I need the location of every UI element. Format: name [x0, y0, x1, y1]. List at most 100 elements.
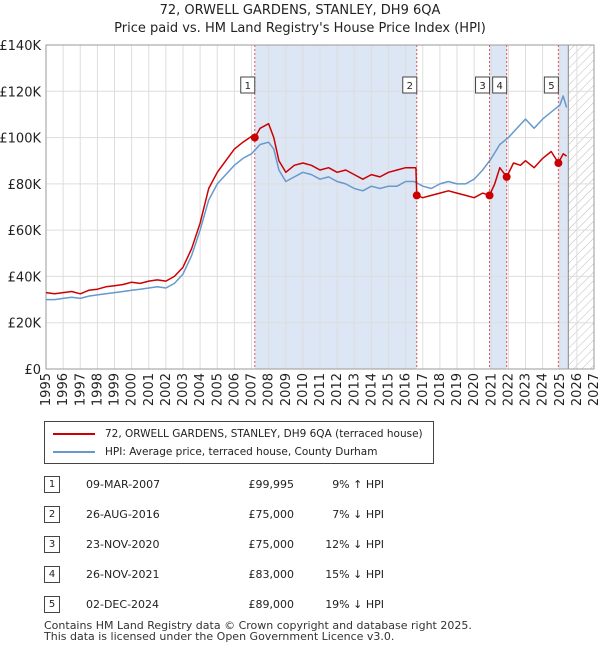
property-price-line	[45, 122, 568, 295]
legend-property-swatch	[53, 433, 95, 435]
x-tick-label: 2006	[227, 373, 242, 406]
x-tick-label: 2000	[125, 373, 140, 406]
sale-period-shade	[254, 45, 417, 369]
sale-hpi-change: 19% ↓ HPI	[325, 598, 384, 611]
chart-legend: 72, ORWELL GARDENS, STANLEY, DH9 6QA (te…	[44, 421, 434, 464]
x-tick-label: 2008	[262, 373, 277, 406]
sale-price: £75,000	[248, 538, 295, 551]
sale-number-badge: 1	[44, 476, 60, 493]
x-tick-label: 2025	[553, 373, 568, 406]
x-tick-label: 2001	[142, 373, 157, 406]
x-tick-label: 2017	[416, 373, 431, 406]
sale-period-shade	[558, 45, 569, 369]
sale-row: 5 02-DEC-2024 £89,000 19% ↓ HPI	[44, 596, 444, 614]
legend-hpi: HPI: Average price, terraced house, Coun…	[53, 444, 377, 460]
x-tick-label: 2022	[501, 373, 516, 406]
plot-border	[45, 44, 595, 370]
sale-label-text: 1	[245, 81, 251, 92]
y-tick-label: £80K	[8, 178, 42, 193]
x-tick-label: 2005	[210, 373, 225, 406]
sale-label-box	[543, 76, 559, 94]
x-tick-label: 2002	[159, 373, 174, 406]
sale-label-box	[492, 76, 508, 94]
x-tick-label: 2023	[519, 373, 534, 406]
sale-number-badge: 5	[44, 596, 60, 613]
legend-property-label: 72, ORWELL GARDENS, STANLEY, DH9 6QA (te…	[105, 428, 423, 440]
sale-hpi-change: 15% ↓ HPI	[325, 568, 384, 581]
x-tick-label: 2010	[296, 373, 311, 406]
sale-label-text: 2	[407, 81, 413, 92]
legend-property: 72, ORWELL GARDENS, STANLEY, DH9 6QA (te…	[53, 426, 423, 442]
x-tick-label: 2026	[570, 373, 585, 406]
footer-licence: This data is licensed under the Open Gov…	[44, 630, 395, 643]
y-tick-label: £20K	[8, 317, 42, 332]
sale-price: £83,000	[248, 568, 295, 581]
sale-row: 2 26-AUG-2016 £75,000 7% ↓ HPI	[44, 506, 444, 524]
footer: Contains HM Land Registry data © Crown c…	[44, 620, 472, 642]
chart-title-line1: 72, ORWELL GARDENS, STANLEY, DH9 6QA	[160, 3, 441, 18]
sale-number-badge: 3	[44, 536, 60, 553]
x-tick-label: 2024	[536, 373, 551, 406]
x-tick-label: 2019	[450, 373, 465, 406]
sale-price: £99,995	[248, 478, 295, 491]
sale-number-badge: 4	[44, 566, 60, 583]
sale-point	[485, 191, 494, 200]
x-tick-label: 2013	[347, 373, 362, 406]
sale-label-text: 3	[479, 81, 485, 92]
sale-row: 3 23-NOV-2020 £75,000 12% ↓ HPI	[44, 536, 444, 554]
sale-price: £75,000	[248, 508, 295, 521]
hpi-line	[46, 95, 568, 301]
sale-date: 23-NOV-2020	[86, 538, 160, 551]
sale-date: 02-DEC-2024	[86, 598, 160, 611]
sale-period-shade	[489, 45, 507, 369]
y-tick-label: £60K	[8, 224, 42, 239]
x-tick-label: 2015	[382, 373, 397, 406]
y-tick-label: £120K	[0, 85, 41, 100]
x-tick-label: 2007	[245, 373, 260, 406]
forecast-hatch	[568, 45, 594, 369]
sale-date: 26-AUG-2016	[86, 508, 160, 521]
x-tick-label: 1997	[73, 373, 88, 406]
sale-hpi-change: 12% ↓ HPI	[325, 538, 384, 551]
sale-date: 09-MAR-2007	[86, 478, 161, 491]
sale-hpi-change: 7% ↓ HPI	[332, 508, 384, 521]
chart-title-line2: Price paid vs. HM Land Registry's House …	[114, 21, 486, 36]
sale-point	[554, 159, 563, 168]
price-chart: 72, ORWELL GARDENS, STANLEY, DH9 6QA Pri…	[0, 3, 600, 406]
x-tick-label: 1996	[56, 373, 71, 406]
y-tick-label: £0	[24, 363, 41, 378]
sale-price: £89,000	[248, 598, 295, 611]
sale-label-box	[475, 76, 491, 94]
sale-label-text: 5	[548, 81, 554, 92]
x-tick-label: 2021	[484, 373, 499, 406]
sale-row: 1 09-MAR-2007 £99,995 9% ↑ HPI	[44, 476, 444, 494]
sale-number-badge: 2	[44, 506, 60, 523]
y-tick-label: £40K	[8, 270, 42, 285]
y-tick-label: £140K	[0, 39, 41, 54]
y-tick-label: £100K	[0, 132, 41, 147]
x-tick-label: 1999	[108, 373, 123, 406]
sale-point	[502, 172, 511, 181]
sale-label-text: 4	[496, 81, 502, 92]
sale-label-box	[402, 76, 418, 94]
x-tick-label: 2004	[193, 373, 208, 406]
x-tick-label: 2014	[364, 373, 379, 406]
x-tick-label: 2027	[587, 373, 600, 406]
sale-date: 26-NOV-2021	[86, 568, 160, 581]
legend-hpi-swatch	[53, 451, 95, 453]
sale-label-box	[240, 76, 256, 94]
footer-copyright: Contains HM Land Registry data © Crown c…	[44, 619, 472, 632]
sale-row: 4 26-NOV-2021 £83,000 15% ↓ HPI	[44, 566, 444, 584]
x-tick-label: 2018	[433, 373, 448, 406]
x-tick-label: 2020	[467, 373, 482, 406]
x-tick-label: 1995	[39, 373, 54, 406]
legend-hpi-label: HPI: Average price, terraced house, Coun…	[105, 446, 378, 458]
x-tick-label: 2011	[313, 373, 328, 406]
sale-point	[412, 191, 421, 200]
sale-hpi-change: 9% ↑ HPI	[332, 478, 384, 491]
x-tick-label: 2009	[279, 373, 294, 406]
x-tick-label: 2012	[330, 373, 345, 406]
sale-point	[250, 133, 259, 142]
x-tick-label: 1998	[90, 373, 105, 406]
x-tick-label: 2003	[176, 373, 191, 406]
